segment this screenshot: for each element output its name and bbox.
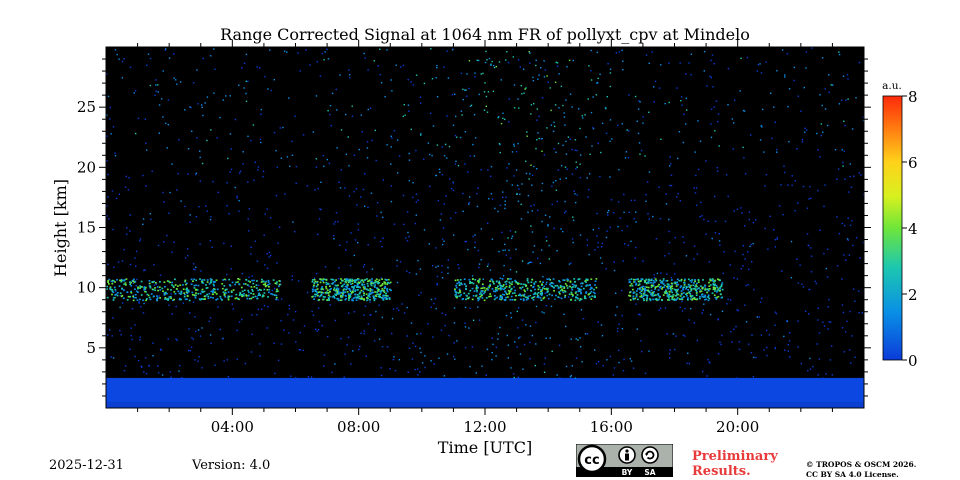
y-tick-label: 25 [77,98,96,116]
cc-icon-label: cc [584,453,599,468]
x-axis: 04:00 08:00 12:00 16:00 20:00 [137,40,833,436]
colorbar-unit: a.u. [882,80,902,92]
copyright-notice: © TROPOS & OSCM 2026. CC BY SA 4.0 Licen… [806,460,916,480]
cc-icon: cc [577,444,607,474]
colorbar-tick-label: 2 [908,286,918,304]
chart-title: Range Corrected Signal at 1064 nm FR of … [220,25,750,44]
x-tick-label: 16:00 [590,418,633,436]
colorbar [882,95,903,361]
preliminary-line-2: Results. [692,464,751,479]
license-by-text: BY [622,468,633,477]
y-axis: 5 10 15 20 25 [77,58,871,397]
x-tick-label: 20:00 [716,418,759,436]
copyright-line-1: © TROPOS & OSCM 2026. [806,460,917,469]
x-tick-label: 04:00 [211,418,254,436]
y-tick-label: 15 [77,219,96,237]
copyright-line-2: CC BY SA 4.0 License. [806,470,899,479]
y-axis-label: Height [km] [51,179,70,277]
license-sa-text: SA [644,468,655,477]
heatmap-layer [106,47,864,408]
sa-share-alike-icon [641,446,659,464]
y-tick-label: 10 [77,279,96,297]
version-label: Version: 4.0 [192,458,271,473]
cc-license-badge[interactable]: cc BY SA [576,444,673,477]
preliminary-line-1: Preliminary [692,449,778,464]
colorbar-ticks: 0 2 4 6 8 [902,88,918,370]
by-person-icon [618,446,636,464]
colorbar-tick-label: 6 [908,154,918,172]
x-tick-label: 12:00 [463,418,506,436]
y-tick-label: 5 [86,339,96,357]
near-surface-band [106,401,864,408]
x-axis-label: Time [UTC] [438,438,532,457]
plot-background [106,47,864,408]
colorbar-tick-label: 8 [908,88,918,106]
colorbar-tick-label: 4 [908,220,918,238]
x-tick-label: 08:00 [337,418,380,436]
date-label: 2025-12-31 [49,458,124,473]
signal-speckle-layer [106,47,864,379]
preliminary-notice: Preliminary Results. [692,449,778,479]
y-tick-label: 20 [77,158,96,176]
colorbar-tick-label: 0 [908,352,918,370]
